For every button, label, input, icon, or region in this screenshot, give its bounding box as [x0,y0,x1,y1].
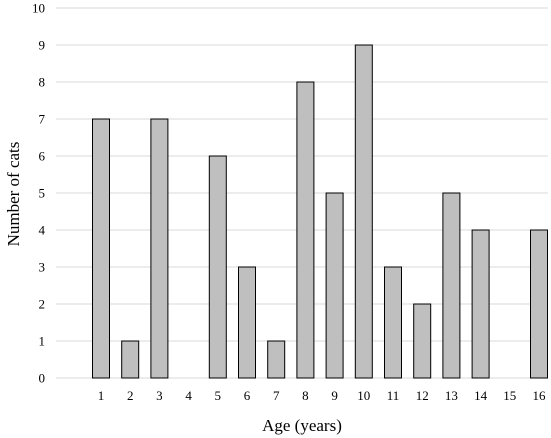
bar-age-9 [325,192,344,379]
x-tick-label: 1 [98,388,105,403]
bar-age-7 [267,340,286,379]
x-tick-label: 8 [302,388,309,403]
bar-age-6 [238,266,256,379]
bar-age-8 [296,81,315,379]
y-tick-label: 0 [39,371,46,386]
bar-age-10 [354,44,373,379]
y-tick-label: 1 [39,334,46,349]
x-tick-label: 3 [156,388,163,403]
y-tick-label: 6 [39,149,46,164]
bar-age-1 [92,118,110,379]
y-tick-label: 7 [39,112,46,127]
y-tick-label: 8 [39,75,46,90]
x-axis-label: Age (years) [262,416,342,435]
x-tick-label: 9 [331,388,338,403]
x-tick-label: 13 [445,388,458,403]
x-tick-label: 14 [474,388,488,403]
y-axis-label: Number of cats [4,142,23,247]
bar-age-14 [471,229,490,379]
y-tick-label: 2 [39,297,46,312]
x-tick-label: 12 [416,388,429,403]
x-tick-label: 7 [273,388,280,403]
x-tick-label: 16 [533,388,547,403]
bar-age-13 [442,192,461,379]
y-tick-label: 9 [39,38,46,53]
bar-age-16 [530,229,548,379]
x-tick-label: 5 [215,388,222,403]
bar-age-12 [413,303,432,379]
y-tick-label: 5 [39,186,46,201]
x-tick-label: 4 [185,388,192,403]
bar-age-3 [150,118,169,379]
bar-age-2 [121,340,140,379]
x-axis-ticks: 1 2 3 4 5 6 7 8 9 10 11 12 13 14 15 16 [98,388,546,403]
bar-age-11 [384,266,402,379]
y-tick-label: 4 [39,223,46,238]
y-tick-label: 10 [32,1,45,16]
y-axis-ticks: 0 1 2 3 4 5 6 7 8 9 10 [32,1,46,386]
y-tick-label: 3 [39,260,46,275]
x-tick-label: 15 [503,388,516,403]
x-tick-label: 6 [244,388,251,403]
x-tick-label: 2 [127,388,134,403]
bar-age-5 [208,155,227,379]
x-tick-label: 11 [387,388,400,403]
x-tick-label: 10 [357,388,370,403]
bars [92,44,548,379]
